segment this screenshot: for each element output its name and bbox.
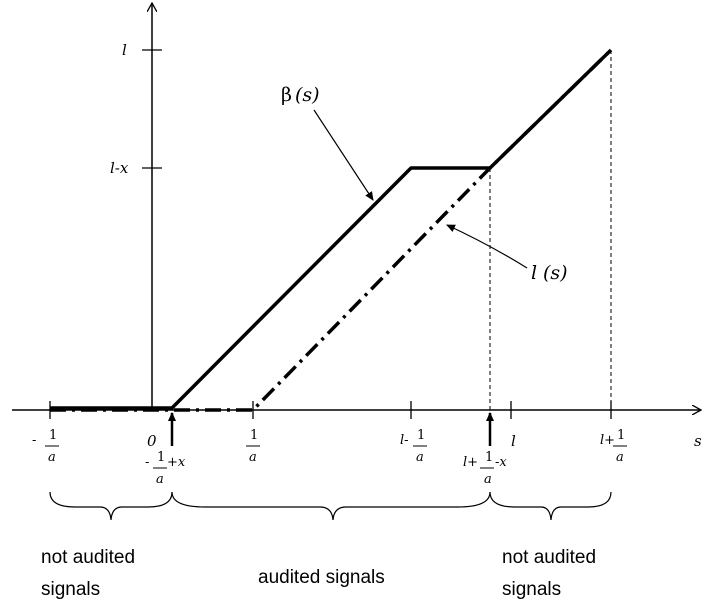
svg-text:l-: l-	[400, 433, 409, 448]
beta-pointer-arrow	[313, 109, 374, 201]
svg-text:-: -	[32, 433, 36, 448]
x-axis-label: s	[694, 432, 702, 450]
svg-text:-: -	[145, 455, 149, 470]
brace-middle	[171, 491, 491, 521]
svg-text:(s): (s)	[543, 262, 568, 284]
l-pointer-arrow	[446, 224, 528, 269]
marker-label-right: l+ 1 a -x	[463, 450, 507, 487]
brace-left	[49, 491, 173, 521]
svg-text:a: a	[484, 472, 492, 487]
tick-label-neg-inv-a: - 1 a	[32, 428, 59, 465]
region-middle-label: audited signals	[258, 567, 385, 588]
tick-label-l: l	[511, 432, 516, 450]
svg-text:1: 1	[157, 450, 165, 465]
svg-text:1: 1	[485, 450, 493, 465]
region-right-line1: not audited	[502, 547, 596, 568]
tick-label-l-plus-inv-a: l+ 1 a	[600, 428, 627, 465]
region-right-line2: signals	[502, 579, 561, 600]
beta-curve	[50, 48, 613, 410]
tick-label-zero: 0	[147, 432, 157, 450]
svg-text:β: β	[281, 84, 292, 106]
svg-text:a: a	[156, 472, 164, 487]
svg-text:1: 1	[617, 428, 625, 443]
brace-right	[489, 491, 612, 521]
svg-text:+x: +x	[167, 455, 186, 470]
tick-label-l-minus-inv-a: l- 1 a	[400, 428, 427, 465]
tick-label-inv-a: 1 a	[246, 428, 260, 465]
svg-text:1: 1	[250, 428, 258, 443]
svg-text:1: 1	[417, 428, 425, 443]
region-left-line2: signals	[41, 579, 100, 600]
beta-curve-label: β (s)	[281, 84, 320, 106]
y-axis-label: l	[122, 41, 127, 59]
svg-text:l+: l+	[463, 455, 478, 470]
svg-text:1: 1	[49, 428, 57, 443]
svg-text:l: l	[531, 262, 537, 284]
l-curve	[50, 48, 613, 412]
svg-text:l+: l+	[600, 433, 615, 448]
svg-text:-x: -x	[495, 455, 507, 470]
svg-text:a: a	[249, 450, 257, 465]
l-curve-label: l (s)	[531, 262, 568, 284]
marker-label-left: - 1 a +x	[145, 450, 186, 487]
svg-text:a: a	[616, 450, 624, 465]
svg-text:(s): (s)	[295, 84, 320, 106]
region-left-line1: not audited	[41, 547, 135, 568]
svg-text:a: a	[48, 450, 56, 465]
svg-text:a: a	[416, 450, 424, 465]
y-tick-mid-label: l-x	[110, 159, 129, 177]
